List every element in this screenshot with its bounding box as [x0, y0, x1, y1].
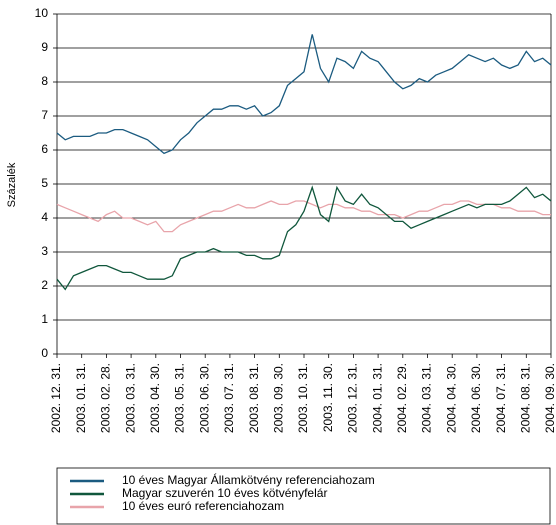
y-tick-label: 7 [41, 108, 48, 122]
x-tick-label: 2004. 03. 31. [420, 363, 434, 433]
x-tick-label: 2003. 02. 28. [99, 363, 113, 433]
x-tick-label: 2003. 06. 30. [197, 363, 211, 433]
x-tick-label: 2002. 12. 31. [49, 363, 63, 433]
y-tick-label: 6 [41, 142, 48, 156]
x-tick-label: 2003. 05. 31. [173, 363, 187, 433]
y-tick-label: 8 [41, 74, 48, 88]
legend-label: Magyar szuverén 10 éves kötvényfelár [122, 486, 327, 500]
y-tick-label: 9 [41, 40, 48, 54]
x-tick-label: 2004. 01. 31. [370, 363, 384, 433]
x-tick-label: 2003. 08. 31. [247, 363, 261, 433]
x-tick-label: 2003. 11. 30. [321, 363, 335, 432]
line-series [56, 185, 552, 291]
x-tick-label: 2004. 07. 31. [494, 363, 508, 433]
y-tick-label: 0 [41, 346, 48, 360]
y-tick-label: 1 [41, 312, 48, 326]
y-tick-label: 3 [41, 244, 48, 258]
x-tick-label: 2004. 08. 31. [518, 363, 532, 433]
x-tick-label: 2003. 03. 31. [123, 363, 137, 433]
x-tick-label: 2003. 09. 30. [271, 363, 285, 433]
line-series [56, 200, 551, 233]
x-tick-label: 2003. 07. 31. [222, 363, 236, 433]
y-tick-label: 10 [35, 6, 49, 20]
x-tick-label: 2004. 04. 30. [444, 363, 458, 433]
x-tick-label: 2004. 06. 30. [469, 363, 483, 433]
legend-label: 10 éves euró referenciahozam [122, 499, 284, 513]
line-series [56, 34, 552, 155]
y-tick-label: 2 [41, 278, 48, 292]
y-tick-label: 4 [41, 210, 48, 224]
x-tick-label: 2004. 02. 29. [395, 363, 409, 433]
x-tick-label: 2004. 09. 30. [543, 363, 556, 433]
legend-label: 10 éves Magyar Államkötvény referenciaho… [122, 472, 375, 487]
legend-box [56, 467, 551, 525]
x-tick-label: 2003. 12. 31. [346, 363, 360, 433]
y-tick-label: 5 [41, 176, 48, 190]
x-tick-label: 2003. 10. 31. [296, 363, 310, 433]
y-axis-label: Százalék [6, 162, 18, 207]
x-tick-label: 2003. 04. 30. [148, 363, 162, 433]
x-tick-label: 2003. 01. 31. [74, 363, 88, 433]
